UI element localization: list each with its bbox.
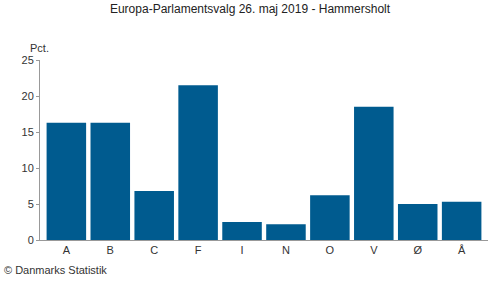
svg-text:O: O <box>326 244 335 256</box>
svg-text:N: N <box>282 244 290 256</box>
svg-text:Pct.: Pct. <box>30 42 49 54</box>
svg-text:Ø: Ø <box>413 244 422 256</box>
svg-text:20: 20 <box>22 90 34 102</box>
svg-text:A: A <box>63 244 71 256</box>
svg-text:25: 25 <box>22 54 34 66</box>
svg-text:V: V <box>370 244 378 256</box>
svg-text:10: 10 <box>22 162 34 174</box>
svg-text:Å: Å <box>458 244 466 256</box>
svg-text:15: 15 <box>22 126 34 138</box>
svg-text:5: 5 <box>28 198 34 210</box>
svg-text:C: C <box>150 244 158 256</box>
svg-text:B: B <box>107 244 114 256</box>
svg-text:F: F <box>195 244 202 256</box>
svg-text:I: I <box>241 244 244 256</box>
svg-text:0: 0 <box>28 234 34 246</box>
svg-text:Europa-Parlamentsvalg 26. maj: Europa-Parlamentsvalg 26. maj 2019 - Ham… <box>110 2 391 16</box>
svg-text:© Danmarks Statistik: © Danmarks Statistik <box>4 264 107 276</box>
